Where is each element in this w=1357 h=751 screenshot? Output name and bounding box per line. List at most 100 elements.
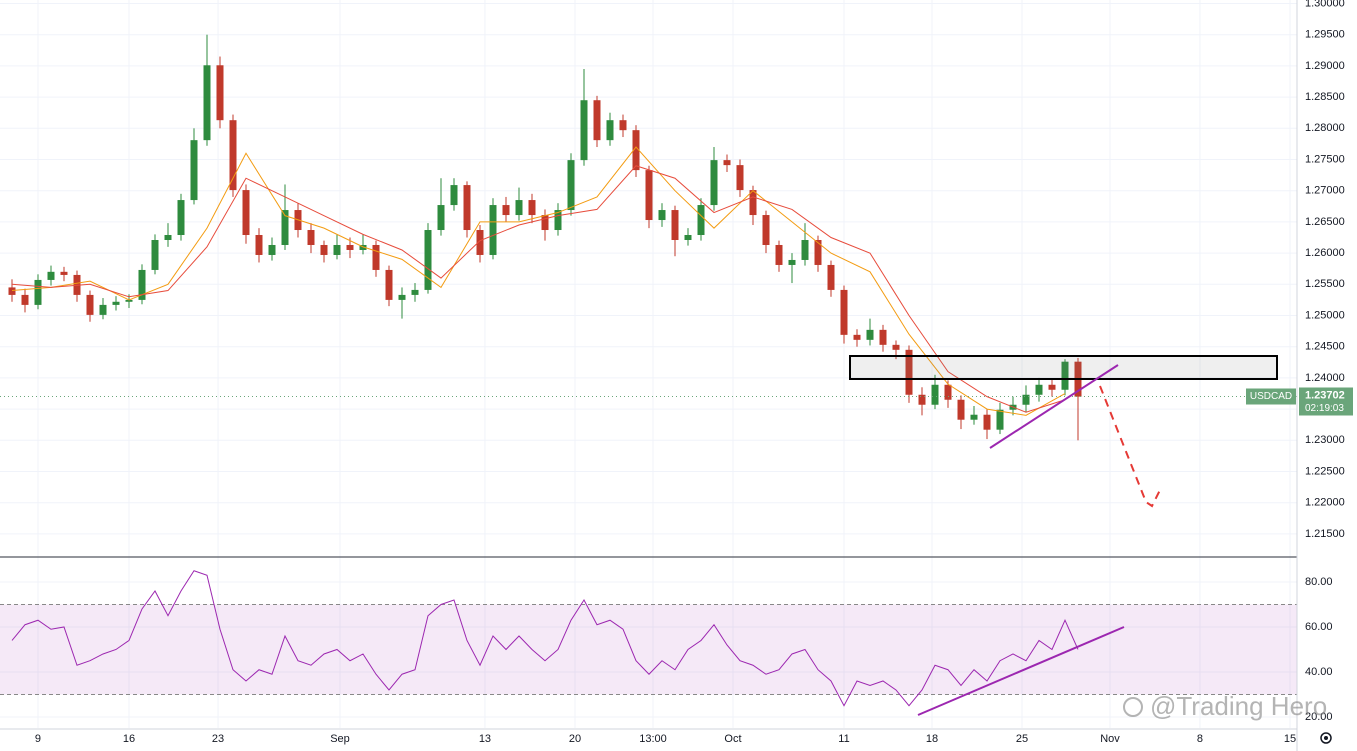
- candle-body: [671, 210, 679, 240]
- candle-body: [60, 271, 68, 275]
- candle-body: [437, 205, 445, 231]
- candle-body: [996, 409, 1004, 430]
- x-tick-label: 13:00: [639, 733, 667, 745]
- candle-body: [203, 65, 211, 141]
- rsi-band: [0, 604, 1297, 695]
- y-tick-label: 1.29500: [1305, 29, 1345, 41]
- candle-body: [632, 130, 640, 171]
- drawings: [849, 355, 1278, 716]
- rsi-line: [11, 570, 1079, 707]
- trend-line: [989, 364, 1119, 449]
- candle-body: [346, 244, 354, 250]
- y-tick-label: 1.22500: [1305, 465, 1345, 477]
- candle-body: [775, 244, 783, 265]
- candle-body: [138, 269, 146, 300]
- candle-body: [554, 210, 562, 231]
- candle-body: [892, 344, 900, 350]
- candle-body: [814, 239, 822, 265]
- candle-body: [372, 244, 380, 270]
- candle-body: [489, 205, 497, 255]
- countdown-label: 02:19:03: [1305, 403, 1344, 414]
- candle-body: [190, 140, 198, 201]
- candle-body: [8, 287, 16, 295]
- candle-body: [99, 304, 107, 315]
- candle-body: [528, 200, 536, 216]
- candle-body: [658, 210, 666, 221]
- candle-body: [788, 259, 796, 265]
- rsi-tick-label: 40.00: [1305, 666, 1333, 678]
- candle-body: [567, 160, 575, 211]
- rsi-tick-label: 80.00: [1305, 576, 1333, 588]
- candle-body: [112, 301, 120, 305]
- y-tick-label: 1.28000: [1305, 122, 1345, 134]
- x-tick-label: 9: [35, 733, 41, 745]
- candle-body: [801, 239, 809, 260]
- candle-body: [1035, 384, 1043, 395]
- plot: [0, 34, 1297, 707]
- gear-center: [1324, 736, 1328, 740]
- rsi-trend-line: [917, 626, 1125, 716]
- candle-body: [359, 244, 367, 250]
- y-tick-label: 1.27000: [1305, 185, 1345, 197]
- candle-body: [450, 185, 458, 206]
- x-tick-label: 18: [926, 733, 938, 745]
- x-tick-label: Nov: [1100, 733, 1120, 745]
- candle-body: [398, 294, 406, 300]
- y-tick-label: 1.30000: [1305, 0, 1345, 9]
- resistance-zone: [849, 355, 1278, 380]
- candle-body: [853, 334, 861, 340]
- watermark: @Trading Hero: [1123, 691, 1327, 721]
- candle-body: [541, 215, 549, 231]
- candle-body: [645, 170, 653, 221]
- candle-body: [385, 269, 393, 300]
- candle-body: [723, 160, 731, 166]
- y-tick-label: 1.24000: [1305, 372, 1345, 384]
- candle-body: [931, 384, 939, 405]
- gear-icon[interactable]: [1320, 732, 1332, 744]
- candle-body: [580, 100, 588, 161]
- candle-body: [515, 200, 523, 216]
- x-tick-label: Sep: [330, 733, 350, 745]
- candle-body: [307, 230, 315, 245]
- candle-body: [866, 329, 874, 340]
- watermark-text: @Trading Hero: [1150, 691, 1327, 721]
- watermark-logo: [1123, 697, 1143, 717]
- candle-body: [34, 279, 42, 305]
- candle-body: [944, 384, 952, 400]
- settings-button[interactable]: [1320, 732, 1332, 744]
- y-tick-label: 1.25500: [1305, 278, 1345, 290]
- price-label-bg: [1299, 387, 1353, 416]
- candle-body: [86, 294, 94, 315]
- candle-body: [827, 264, 835, 290]
- x-tick-label: 11: [838, 733, 849, 745]
- candle-body: [47, 271, 55, 280]
- candle-body: [177, 200, 185, 236]
- x-tick-label: 16: [123, 733, 135, 745]
- y-tick-label: 1.26000: [1305, 247, 1345, 259]
- candle-body: [411, 289, 419, 295]
- x-tick-label: 20: [569, 733, 581, 745]
- candle-body: [320, 244, 328, 255]
- candle-body: [593, 100, 601, 141]
- candle-body: [684, 235, 692, 240]
- candle-body: [21, 294, 29, 305]
- x-tick-label: 25: [1016, 733, 1028, 745]
- candle-body: [957, 399, 965, 420]
- x-tick-label: 8: [1197, 733, 1203, 745]
- y-tick-label: 1.26500: [1305, 216, 1345, 228]
- candle-body: [229, 120, 237, 191]
- candle-body: [749, 190, 757, 216]
- price-axis-bg: [1297, 0, 1357, 751]
- moving-average: [11, 165, 1066, 413]
- candle-body: [255, 235, 263, 255]
- time-axis-bg: [0, 729, 1297, 751]
- candle-body: [736, 165, 744, 191]
- projection-arrow: [1099, 385, 1161, 508]
- rsi-tick-label: 20.00: [1305, 711, 1333, 723]
- candle-body: [710, 160, 718, 206]
- candle-body: [268, 244, 276, 255]
- y-tick-label: 1.21500: [1305, 528, 1345, 540]
